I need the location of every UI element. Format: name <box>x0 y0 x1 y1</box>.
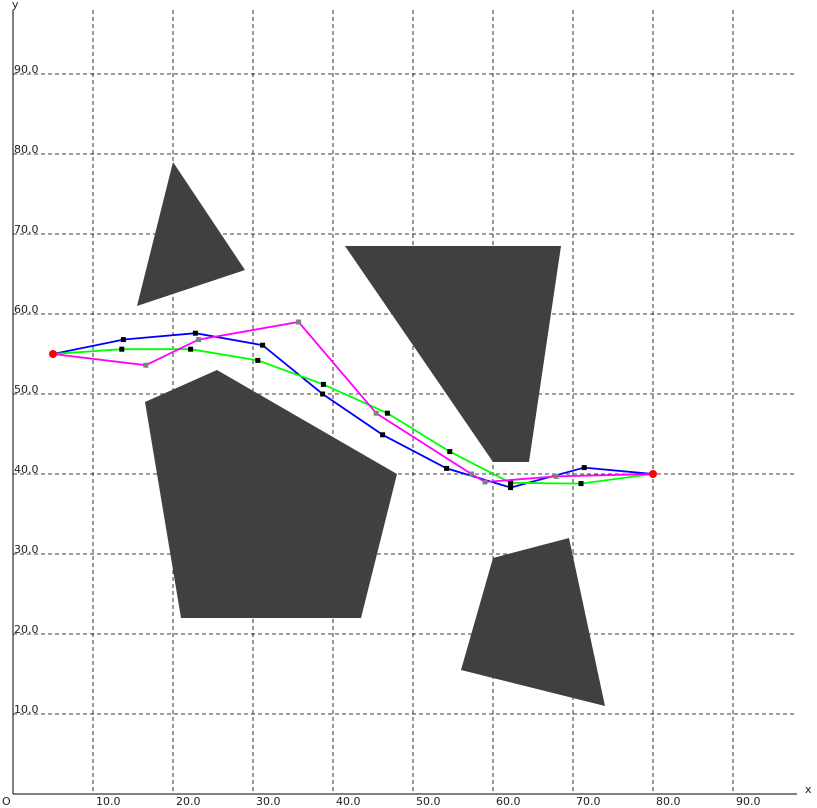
obstacle-polygon <box>137 162 245 306</box>
origin-label: O <box>2 795 11 808</box>
x-tick-label: 30.0 <box>256 795 281 808</box>
y-axis-label: y <box>12 0 19 11</box>
obstacle-polygon <box>461 538 605 706</box>
series-point <box>444 465 450 471</box>
series-group <box>52 346 654 487</box>
obstacle-polygon <box>145 370 397 618</box>
y-tick-label: 20.0 <box>14 623 39 636</box>
obstacle-polygon <box>345 246 561 462</box>
series-point <box>508 480 514 486</box>
grid-lines <box>13 10 797 794</box>
series-point <box>508 485 514 491</box>
series-point <box>119 346 125 352</box>
x-tick-label: 60.0 <box>496 795 521 808</box>
y-tick-label: 30.0 <box>14 543 39 556</box>
series-line <box>52 348 654 485</box>
x-tick-label: 40.0 <box>336 795 361 808</box>
x-tick-label: 90.0 <box>736 795 761 808</box>
series-point <box>447 449 453 455</box>
path-series <box>52 319 654 491</box>
x-tick-label: 50.0 <box>416 795 441 808</box>
series-point <box>384 410 390 416</box>
y-tick-label: 50.0 <box>14 383 39 396</box>
series-point <box>260 342 266 348</box>
y-tick-label: 80.0 <box>14 143 39 156</box>
series-point <box>255 357 261 363</box>
series-group <box>52 319 654 485</box>
series-point <box>578 481 584 487</box>
obstacles <box>137 162 605 706</box>
series-point <box>296 319 302 325</box>
series-point <box>553 473 559 479</box>
y-tick-label: 60.0 <box>14 303 39 316</box>
y-tick-label: 90.0 <box>14 63 39 76</box>
series-point <box>320 391 326 397</box>
x-axis-label: x <box>805 783 812 796</box>
x-tick-label: 20.0 <box>176 795 201 808</box>
y-tick-label: 40.0 <box>14 463 39 476</box>
x-tick-label: 70.0 <box>576 795 601 808</box>
series-point <box>196 337 202 343</box>
series-point <box>143 362 149 368</box>
tick-labels: 10.0 20.0 30.0 40.0 50.0 60.0 70.0 80.0 90.0 10.0… <box>14 63 761 808</box>
series-point <box>380 432 386 438</box>
endpoint-marker <box>49 350 57 358</box>
series-point <box>120 337 126 343</box>
x-tick-label: 80.0 <box>656 795 681 808</box>
axes <box>12 10 797 795</box>
y-tick-label: 70.0 <box>14 223 39 236</box>
series-point <box>188 346 194 352</box>
x-tick-label: 10.0 <box>96 795 121 808</box>
endpoints <box>49 350 657 478</box>
series-point <box>373 410 379 416</box>
series-point <box>192 330 198 336</box>
series-point <box>320 381 326 387</box>
endpoint-marker <box>649 470 657 478</box>
series-point <box>482 479 488 485</box>
series-point <box>581 465 587 471</box>
series-point <box>468 471 474 477</box>
y-tick-label: 10.0 <box>14 703 39 716</box>
